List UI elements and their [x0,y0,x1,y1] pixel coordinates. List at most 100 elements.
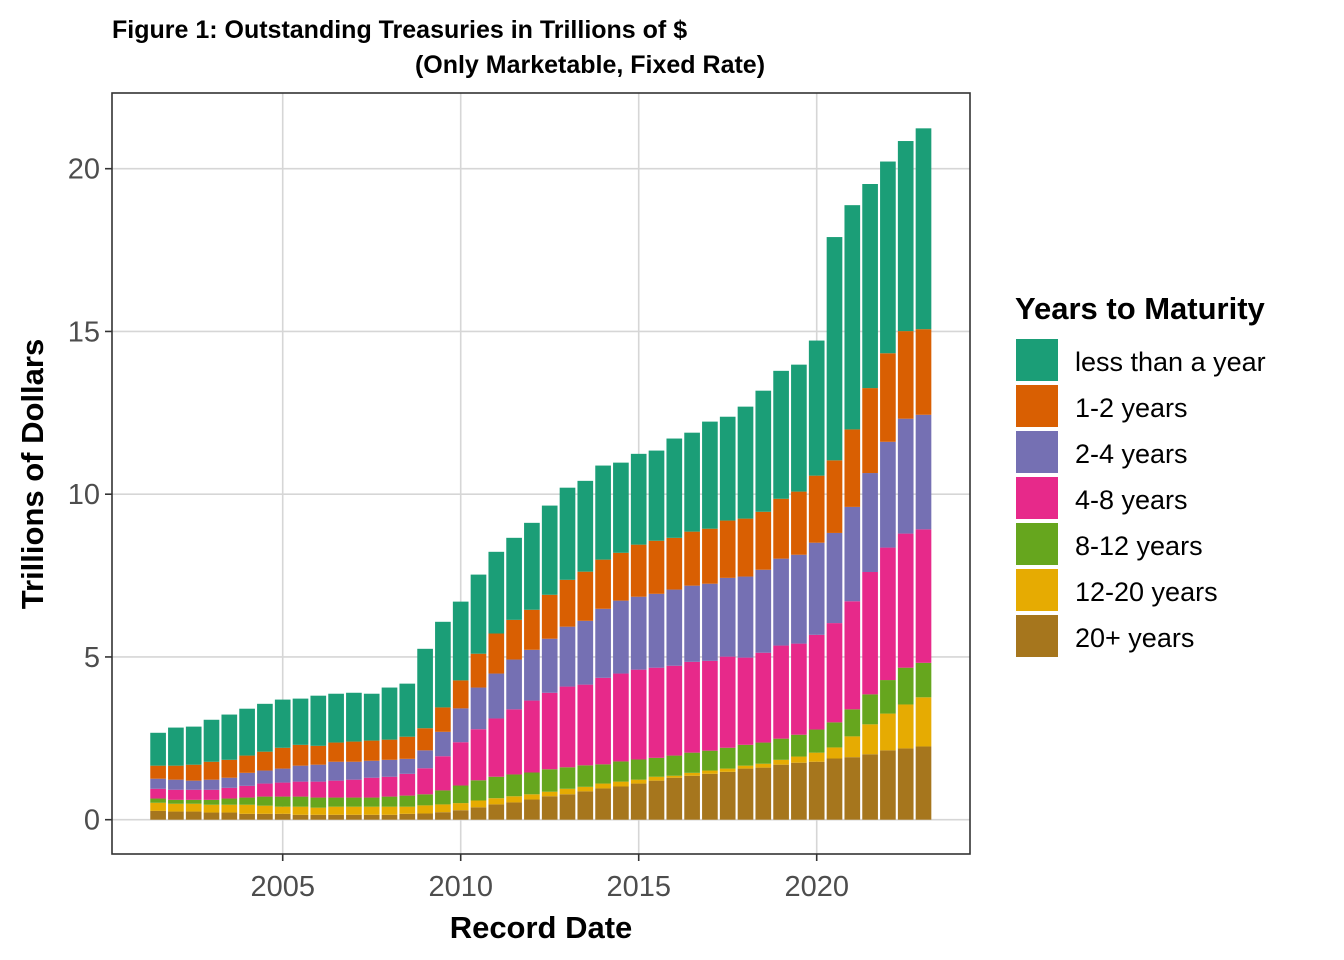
legend-swatch [1016,477,1058,519]
bar-segment-1-2-years [577,571,594,621]
bar-segment-20-years [684,775,700,820]
bar-segment-20-years [506,802,522,820]
bar-segment-12-20-years [435,804,451,813]
bar-segment-20-years [559,794,576,820]
bar-segment-8-12-years [808,729,825,753]
bar-segment-20-years [363,814,380,820]
bar-segment-1-2-years [630,544,647,597]
bar-2008 [381,687,398,820]
bar-segment-8-12-years [684,752,700,773]
bar-segment-4-8-years [684,661,700,753]
y-tick-label: 20 [68,154,100,186]
bar-segment-20-years [150,810,166,820]
bar-segment-2-4-years [791,554,807,644]
bar-segment-1-2-years [808,475,825,543]
bar-segment-20-years [541,796,558,820]
bar-segment-12-20-years [150,802,166,811]
bar-segment-less-than-a-year [666,438,683,538]
bar-segment-12-20-years [274,806,291,814]
legend-label: 1-2 years [1075,393,1188,423]
bar-segment-4-8-years [577,684,594,766]
bar-segment-4-8-years [168,789,184,800]
bar-segment-2-4-years [541,638,558,693]
bar-segment-1-2-years [150,765,166,779]
bar-segment-4-8-years [470,729,487,781]
bar-segment-12-20-years [613,781,629,787]
bar-segment-12-20-years [773,759,789,765]
bar-segment-2-4-years [648,593,665,668]
bar-segment-4-8-years [702,660,718,751]
bar-segment-2-4-years [168,779,184,790]
bar-segment-1-2-years [221,759,238,778]
bar-segment-4-8-years [363,777,380,798]
bar-segment-less-than-a-year [630,453,647,545]
bar-segment-8-12-years [435,790,451,805]
chart-subtitle: (Only Marketable, Fixed Rate) [415,51,765,79]
bar-segment-8-12-years [630,759,647,780]
bar-segment-less-than-a-year [684,432,700,532]
x-axis-title: Record Date [450,910,633,945]
bar-segment-1-2-years [684,531,700,586]
bar-segment-4-8-years [755,652,772,743]
bar-segment-12-20-years [595,783,611,789]
bar-2021 [844,205,861,820]
bar-segment-1-2-years [559,579,576,627]
bar-2001.5 [150,732,166,820]
bar-segment-20-years [648,780,665,820]
bar-segment-4-8-years [862,571,878,695]
bar-segment-2-4-years [399,758,416,774]
bar-segment-1-2-years [292,744,309,766]
bar-segment-12-20-years [791,756,807,763]
bar-segment-1-2-years [506,619,522,660]
bar-segment-1-2-years [470,653,487,688]
bar-segment-20-years [203,812,220,820]
bar-2020.5 [826,237,843,820]
bar-segment-20-years [524,799,540,820]
bar-segment-less-than-a-year [773,370,789,499]
bar-segment-8-12-years [559,767,576,789]
bar-segment-less-than-a-year [488,551,505,634]
bar-2007 [346,692,362,820]
bar-segment-less-than-a-year [862,184,878,389]
legend-swatch [1016,385,1058,427]
bar-2003.5 [221,714,238,820]
bar-segment-20-years [381,814,398,820]
bar-segment-4-8-years [452,742,469,786]
bar-segment-4-8-years [150,788,166,799]
bar-segment-less-than-a-year [381,687,398,740]
bar-segment-less-than-a-year [203,719,220,762]
bar-segment-8-12-years [292,796,309,807]
bar-segment-less-than-a-year [292,698,309,745]
bar-segment-12-20-years [719,768,736,772]
bar-segment-1-2-years [844,429,861,507]
bar-segment-4-8-years [808,634,825,730]
bar-segment-4-8-years [221,787,238,799]
bar-segment-12-20-years [559,788,576,795]
bar-segment-12-20-years [826,747,843,759]
bar-segment-4-8-years [274,782,291,797]
y-tick-label: 0 [84,805,100,837]
legend-item: 4-8 years [1016,477,1188,519]
bar-segment-less-than-a-year [755,390,772,512]
bar-segment-1-2-years [595,559,611,609]
bar-segment-20-years [168,811,184,820]
bar-2010 [452,601,469,820]
bar-segment-2-4-years [239,772,255,786]
x-tick-label: 2020 [784,871,849,903]
bar-segment-1-2-years [239,755,255,773]
bar-segment-8-12-years [595,764,611,784]
bar-segment-1-2-years [168,765,184,780]
bar-segment-1-2-years [880,353,896,442]
bar-segment-2-4-years [737,576,754,658]
bar-segment-less-than-a-year [310,695,327,746]
bar-segment-2-4-years [328,761,344,781]
bar-segment-20-years [808,761,825,820]
bar-segment-20-years [328,814,344,820]
bar-segment-20-years [755,767,772,820]
bar-segment-8-12-years [506,774,522,797]
bar-2008.5 [399,683,416,820]
bar-segment-4-8-years [826,623,843,723]
legend-label: 12-20 years [1075,577,1218,607]
bar-segment-1-2-years [773,498,789,559]
bar-segment-less-than-a-year [915,128,932,330]
